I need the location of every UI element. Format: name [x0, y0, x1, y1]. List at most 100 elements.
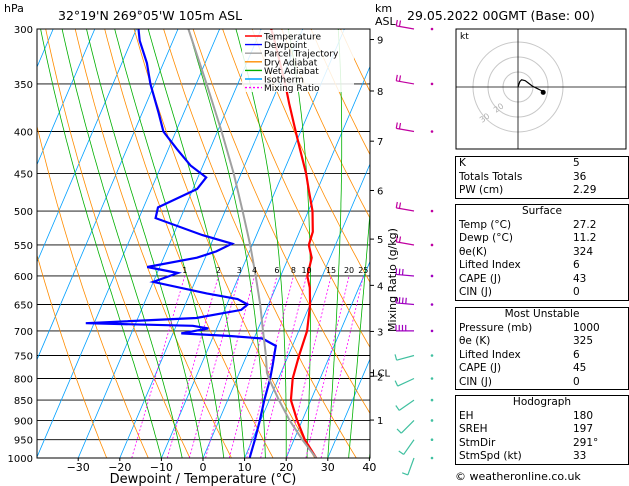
index-value: 5 [573, 157, 580, 169]
barb-shaft [396, 25, 415, 30]
barb-flag [395, 296, 398, 303]
barb-flag [398, 268, 401, 275]
isotherm [161, 29, 345, 458]
barb-dot [430, 398, 434, 402]
most-unstable-value: 45 [573, 362, 587, 374]
barb-shaft [396, 127, 415, 133]
hodograph-label: StmSpd (kt) [459, 450, 522, 462]
most-unstable-row: Pressure (mb) 1000 [456, 322, 628, 336]
isotherm [37, 29, 179, 361]
isotherm [37, 29, 96, 166]
surface-row: CIN (J) 0 [456, 286, 628, 300]
most-unstable-value: 1000 [573, 321, 600, 334]
legend-label: Temperature [263, 33, 321, 43]
km-tick-label: 3 [377, 327, 383, 338]
pressure-tick-label: 1000 [8, 454, 33, 465]
dry-adiabat [37, 124, 149, 458]
mixing-ratio-line [228, 275, 278, 458]
most-unstable-label: θe (K) [459, 335, 491, 347]
barb-flag [395, 201, 398, 208]
most-unstable-value: 6 [573, 348, 580, 361]
wet-adiabat [61, 29, 183, 458]
storm-motion-marker [540, 89, 546, 95]
index-value: 36 [573, 170, 587, 183]
km-tick-label: 6 [377, 186, 383, 197]
pressure-tick-label: 600 [14, 272, 33, 283]
barb-dot [430, 354, 434, 357]
most-unstable-row: θe (K) 325 [456, 335, 628, 349]
most-unstable-row: CAPE (J) 45 [456, 362, 628, 376]
hodograph-label: SREH [459, 423, 488, 435]
barb-dot [430, 274, 434, 278]
wind-barbs [394, 19, 434, 476]
dry-adiabat [37, 253, 108, 458]
barb-flag [401, 268, 404, 276]
hodograph-frame [455, 28, 627, 150]
most-unstable-label: CAPE (J) [459, 362, 502, 374]
surface-label: CIN (J) [459, 286, 492, 298]
pressure-tick-label: 650 [14, 301, 33, 312]
mixing-ratio-label: 15 [326, 266, 336, 275]
wind-barb [395, 201, 434, 213]
legend-label: Dewpoint [264, 41, 307, 51]
surface-row: Lifted Index 6 [456, 259, 628, 273]
wind-barb [395, 296, 434, 306]
wet-adiabat [147, 29, 245, 458]
legend-box [242, 30, 354, 92]
barb-dot [430, 243, 434, 247]
index-label: K [459, 157, 466, 169]
wind-barb [395, 122, 434, 133]
pressure-tick-label: 300 [14, 25, 33, 36]
wet-adiabat [188, 29, 266, 458]
dry-adiabat [163, 29, 357, 458]
x-tick-label: −10 [150, 461, 173, 474]
dry-adiabat [45, 29, 191, 458]
barb-flag [395, 122, 398, 129]
parcel-trajectory-line [187, 29, 317, 458]
pressure-tick-label: 550 [14, 241, 33, 252]
barb-flag [395, 235, 398, 242]
mixing-ratio-label: 10 [301, 266, 311, 275]
barb-flag [398, 236, 402, 243]
most-unstable-label: Lifted Index [459, 348, 521, 361]
barb-dot [430, 82, 434, 86]
indices-panel: K 5 Totals Totals 36 PW (cm) 2.29 [455, 156, 629, 199]
isotherm [202, 65, 370, 458]
x-tick-label: 30 [321, 461, 335, 474]
barb-flag [398, 75, 402, 82]
surface-row: Temp (°C) 27.2 [456, 219, 628, 233]
barb-shaft [396, 273, 415, 277]
mixing-ratio-label: 1 [182, 266, 187, 275]
asl-label: ASL [375, 15, 397, 28]
mixing-ratio-line [320, 275, 364, 458]
isotherm [327, 358, 370, 458]
temperature-line [270, 29, 318, 458]
wind-barb [394, 354, 434, 361]
pressure-tick-label: 900 [14, 416, 33, 427]
legend-label: Parcel Trajectory [264, 50, 339, 60]
dry-adiabat [104, 29, 274, 458]
pressure-tick-label: 800 [14, 374, 33, 385]
chart-series [85, 29, 318, 458]
barb-flag [398, 202, 402, 209]
km-tick-label: 7 [377, 137, 383, 148]
x-axis-title: Dewpoint / Temperature (°C) [110, 472, 297, 486]
mixing-ratio-label: 20 [344, 266, 354, 275]
barb-shaft [407, 457, 415, 476]
index-row: Totals Totals 36 [456, 171, 628, 185]
barb-dot [430, 209, 434, 213]
barb-flag [394, 380, 399, 387]
mixing-ratio-label: 4 [252, 266, 257, 275]
isotherm [0, 29, 12, 458]
wet-adiabat [40, 29, 162, 458]
surface-panel: Surface Temp (°C) 27.2 Dewp (°C) 11.2 θe(K) 3… [455, 204, 629, 301]
hodograph-value: 291° [573, 436, 599, 449]
wind-barb [402, 456, 434, 476]
barb-shaft [400, 420, 415, 434]
dewpoint-line [85, 29, 278, 458]
isotherm [37, 29, 137, 264]
barb-flag [402, 472, 409, 476]
most-unstable-panel: Most Unstable Pressure (mb) 1000 θe (K) 325… [455, 307, 629, 390]
barb-dot [430, 456, 434, 460]
